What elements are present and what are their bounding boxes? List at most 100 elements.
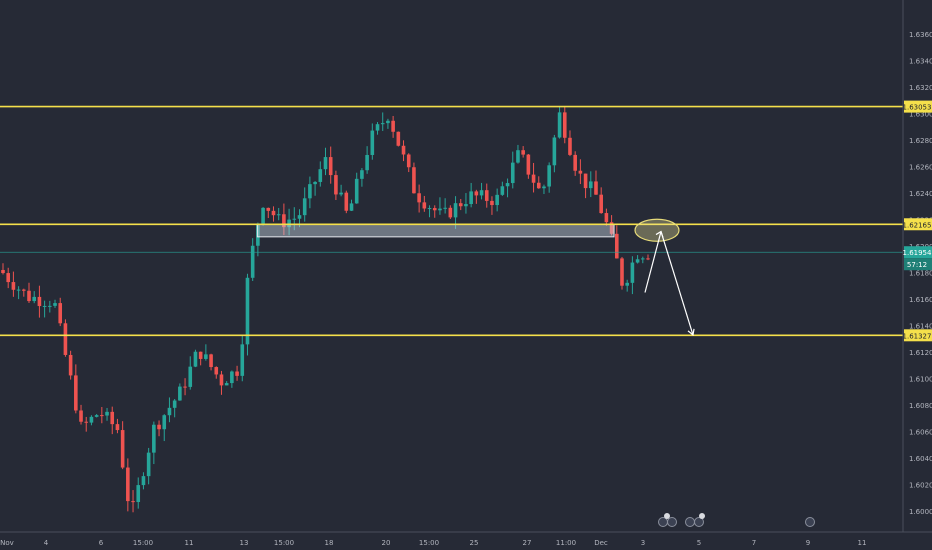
candle-body (11, 282, 16, 290)
candle-body (562, 112, 567, 138)
price-tick-label: 1.61600 (909, 296, 932, 304)
candle-body (630, 262, 635, 283)
candle-body (323, 157, 328, 170)
economic-event-icon (667, 517, 677, 527)
candle-body (214, 367, 219, 375)
candle-body (105, 411, 109, 416)
highlight-ellipse (634, 218, 680, 242)
candle-body (349, 203, 354, 211)
candle-body (490, 200, 494, 206)
candle-body (380, 123, 385, 125)
candle-body (313, 181, 317, 185)
candle-body (422, 202, 427, 209)
time-tick-label: 3 (641, 539, 645, 547)
candle-body (417, 193, 421, 203)
candle-body (375, 124, 380, 131)
candle-body (578, 170, 583, 174)
candle-body (282, 214, 286, 228)
candle-body (484, 190, 489, 201)
candle-body (458, 203, 463, 207)
price-tick-label: 1.61800 (909, 270, 932, 278)
forecast-arrow-up (644, 231, 662, 293)
price-tick-label: 1.60600 (909, 429, 932, 437)
candles-layer (1, 106, 650, 513)
candle-body (271, 210, 276, 216)
candle-body (583, 173, 588, 189)
time-tick-label: 15:00 (133, 539, 153, 547)
candle-body (391, 120, 395, 132)
candle-body (94, 415, 99, 417)
candle-body (48, 305, 52, 307)
time-tick-label: 7 (752, 539, 756, 547)
candle-body (74, 375, 78, 411)
event-markers[interactable] (658, 513, 815, 527)
candle-body (240, 344, 245, 376)
candle-body (588, 181, 593, 189)
time-tick-label: 18 (325, 539, 334, 547)
candle-body (100, 415, 104, 417)
time-axis[interactable]: Nov 4 6 15:00 11 13 15:00 18 20 15:00 25 27 11:00 Dec… (0, 539, 866, 547)
price-tick-label: 1.60000 (909, 508, 932, 516)
candle-body (146, 452, 151, 477)
event-badge-icon (699, 513, 705, 519)
economic-event-icon (805, 517, 815, 527)
support-zone-layer (256, 223, 615, 238)
candle-body (427, 208, 432, 210)
candle-body (573, 154, 577, 171)
candle-body (292, 218, 297, 220)
time-tick-label: 13 (240, 539, 249, 547)
price-tick-label: 1.63600 (909, 31, 932, 39)
candle-body (599, 194, 603, 214)
candle-body (401, 145, 406, 155)
candle-body (219, 374, 224, 386)
time-tick-label: Dec (594, 539, 608, 547)
candle-body (287, 219, 291, 228)
candle-body (516, 150, 520, 163)
candle-body (557, 112, 562, 138)
candle-body (152, 424, 156, 453)
candle-body (604, 213, 609, 223)
candle-body (204, 354, 208, 359)
annotations-layer (634, 218, 695, 337)
candle-body (178, 386, 182, 401)
price-tick-label: 1.60200 (909, 482, 932, 490)
candle-body (63, 323, 68, 355)
candle-body (547, 165, 551, 187)
candle-body (536, 182, 541, 189)
candle-body (370, 130, 375, 155)
candle-body (432, 208, 437, 211)
countdown-tag (904, 258, 932, 271)
candle-body (386, 120, 390, 124)
time-tick-label: 27 (523, 539, 532, 547)
candle-body (479, 190, 484, 196)
candle-body (224, 383, 229, 386)
time-tick-label: 9 (806, 539, 810, 547)
candle-body (526, 154, 531, 175)
candle-body (68, 354, 73, 376)
candle-body (42, 305, 47, 307)
candle-body (594, 181, 598, 195)
level-price-tag (904, 218, 932, 231)
candle-body (250, 245, 255, 278)
candle-body (464, 204, 468, 207)
current-price-label: 1.61954 (903, 249, 932, 257)
candle-body (521, 150, 525, 155)
candle-body (302, 198, 307, 216)
candle-body (646, 258, 650, 260)
candle-body (157, 424, 161, 430)
candle-body (136, 485, 141, 503)
candle-body (172, 400, 177, 408)
candle-body (469, 191, 473, 205)
price-tick-label: 1.60800 (909, 402, 932, 410)
candle-body (235, 371, 239, 376)
candle-body (542, 186, 546, 189)
candle-body (354, 178, 359, 204)
level-lines-layer (0, 105, 903, 337)
time-tick-label: 15:00 (274, 539, 294, 547)
candle-body (53, 303, 57, 306)
candle-body (115, 424, 120, 431)
candle-body (198, 351, 203, 359)
time-tick-label: 25 (470, 539, 479, 547)
level-price-label: 1.61327 (903, 332, 932, 340)
